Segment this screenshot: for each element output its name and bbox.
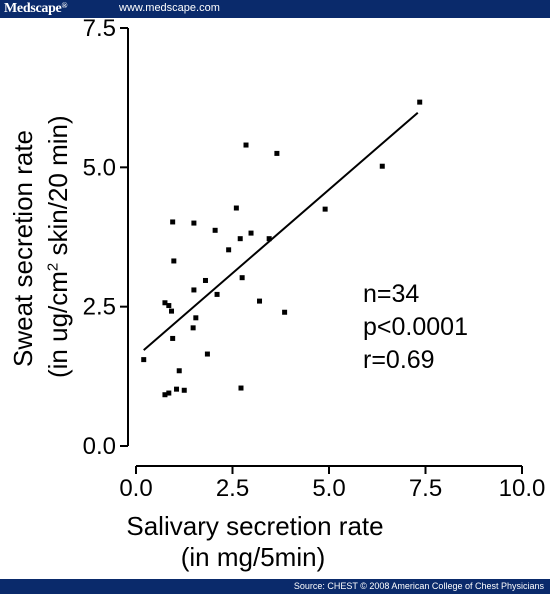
footer-bar: Source: CHEST © 2008 American College of… <box>0 579 550 594</box>
x-tick-label: 10.0 <box>499 475 546 502</box>
data-point <box>181 387 187 393</box>
stat-p: p<0.0001 <box>363 313 468 341</box>
data-point <box>202 277 208 283</box>
data-point <box>162 300 168 306</box>
header-bar: Medscape® www.medscape.com <box>0 0 550 18</box>
scatter-chart: 0.0 2.5 5.0 7.5 0.0 2.5 5.0 7.5 10.0 <box>83 18 546 502</box>
y-axis-title-line1: Sweat secretion rate <box>8 129 38 367</box>
data-point <box>191 287 197 293</box>
data-point <box>237 236 243 242</box>
medscape-logo[interactable]: Medscape® <box>4 1 68 16</box>
data-point <box>226 247 232 253</box>
data-point <box>379 163 385 169</box>
x-tick-label: 5.0 <box>312 475 345 502</box>
x-tick-label: 0.0 <box>119 475 152 502</box>
site-url-link[interactable]: www.medscape.com <box>119 2 220 14</box>
y-axis-title-line2: (in ug/cm2 skin/20 min) <box>43 115 73 378</box>
data-point <box>190 325 196 331</box>
data-point <box>266 236 272 242</box>
regression-line <box>143 111 419 351</box>
data-point <box>212 227 218 233</box>
data-point <box>166 303 172 309</box>
data-point <box>274 150 280 156</box>
x-axis-title-line2: (in mg/5min) <box>180 542 326 572</box>
source-credit: Source: CHEST © 2008 American College of… <box>293 581 544 591</box>
y-tick-label: 2.5 <box>83 294 116 321</box>
data-point <box>238 385 244 391</box>
x-tick-label: 2.5 <box>216 475 249 502</box>
y-tick-label: 7.5 <box>83 18 116 42</box>
stat-n: n=34 <box>363 280 420 308</box>
data-point <box>176 368 182 374</box>
data-point <box>233 205 239 211</box>
data-point <box>282 309 288 315</box>
data-point <box>171 258 177 264</box>
stat-r: r=0.69 <box>363 346 435 374</box>
data-point <box>162 392 168 398</box>
data-point <box>214 291 220 297</box>
data-point <box>191 220 197 226</box>
data-point <box>169 308 175 314</box>
data-point <box>239 275 245 281</box>
data-point <box>170 219 176 225</box>
y-tick-label: 0.0 <box>83 433 116 460</box>
data-point <box>170 335 176 341</box>
data-point <box>257 298 263 304</box>
data-point <box>166 390 172 396</box>
data-point <box>417 99 423 105</box>
x-tick-label: 7.5 <box>409 475 442 502</box>
data-point <box>193 315 199 321</box>
data-point <box>322 206 328 212</box>
data-point <box>243 142 249 148</box>
data-point <box>174 386 180 392</box>
data-point <box>141 357 147 363</box>
stats-annotation: n=34 p<0.0001 r=0.69 <box>363 278 468 377</box>
x-axis-title-line1: Salivary secretion rate <box>126 511 384 541</box>
y-tick-label: 5.0 <box>83 154 116 181</box>
data-point <box>204 351 210 357</box>
data-point <box>248 230 254 236</box>
